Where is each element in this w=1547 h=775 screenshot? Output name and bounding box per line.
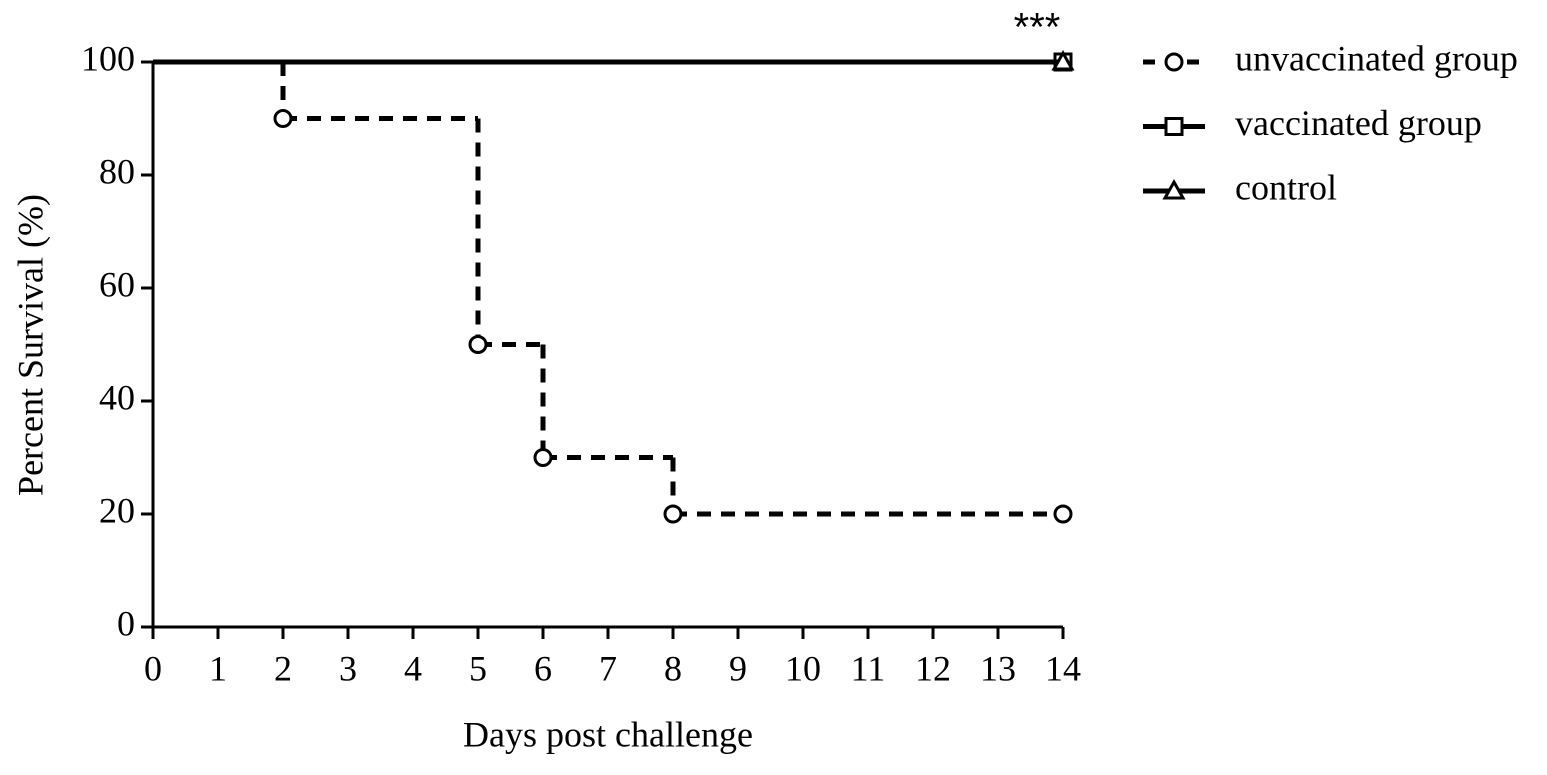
marker bbox=[468, 335, 488, 354]
x-tick-label: 7 bbox=[599, 648, 617, 688]
annotation: *** bbox=[1014, 6, 1061, 50]
x-tick-label: 4 bbox=[404, 648, 422, 688]
x-tick-label: 8 bbox=[664, 648, 682, 688]
x-tick-label: 9 bbox=[729, 648, 747, 688]
x-tick-label: 13 bbox=[980, 648, 1016, 688]
legend-label: unvaccinated group bbox=[1235, 38, 1518, 78]
x-tick-label: 12 bbox=[915, 648, 951, 688]
marker bbox=[663, 504, 683, 524]
legend-marker bbox=[1164, 52, 1184, 72]
x-tick-label: 3 bbox=[339, 648, 357, 688]
marker bbox=[273, 109, 293, 128]
legend-label: vaccinated group bbox=[1235, 103, 1482, 143]
x-tick-label: 6 bbox=[534, 648, 552, 688]
x-tick-label: 10 bbox=[785, 648, 821, 688]
y-tick-label: 40 bbox=[99, 377, 135, 417]
y-tick-label: 100 bbox=[81, 38, 135, 78]
marker bbox=[1051, 49, 1075, 71]
x-tick-label: 5 bbox=[469, 648, 487, 688]
marker bbox=[1053, 504, 1073, 524]
x-tick-label: 11 bbox=[851, 648, 886, 688]
x-tick-label: 14 bbox=[1045, 648, 1081, 688]
y-tick-label: 20 bbox=[99, 490, 135, 530]
y-tick-label: 80 bbox=[99, 151, 135, 191]
x-axis-label: Days post challenge bbox=[463, 714, 753, 754]
x-tick-label: 2 bbox=[274, 648, 292, 688]
y-tick-label: 0 bbox=[117, 603, 135, 643]
y-axis-label: Percent Survival (%) bbox=[10, 194, 50, 496]
legend-label: control bbox=[1235, 167, 1337, 207]
legend-marker bbox=[1164, 117, 1184, 136]
legend-marker bbox=[1162, 178, 1186, 200]
y-tick-label: 60 bbox=[99, 264, 135, 304]
marker bbox=[533, 448, 553, 467]
x-tick-label: 0 bbox=[144, 648, 162, 688]
x-tick-label: 1 bbox=[209, 648, 227, 688]
